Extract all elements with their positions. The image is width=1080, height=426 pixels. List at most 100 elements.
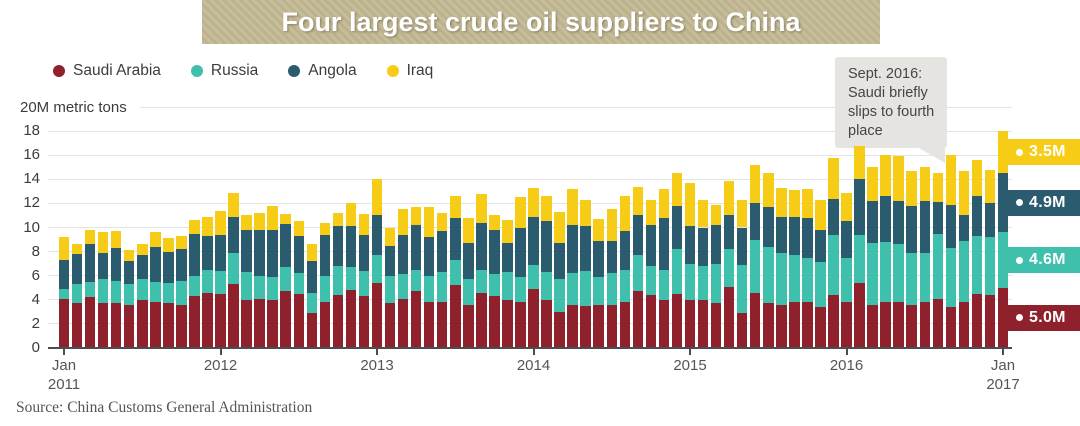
bar-segment-iraq[interactable]: [423, 207, 435, 238]
bar-segment-angola[interactable]: [110, 247, 122, 281]
bar-segment-russia[interactable]: [541, 272, 552, 300]
bar-segment-angola[interactable]: [684, 226, 696, 264]
bar-segment-iraq[interactable]: [241, 215, 252, 230]
bar-segment-angola[interactable]: [723, 215, 735, 250]
bar-segment-saudi-arabia[interactable]: [137, 299, 148, 348]
bar-segment-russia[interactable]: [593, 276, 604, 305]
bar-segment-russia[interactable]: [684, 263, 696, 300]
bar-segment-russia[interactable]: [736, 264, 748, 314]
bar-segment-saudi-arabia[interactable]: [919, 302, 930, 348]
bar-segment-iraq[interactable]: [202, 216, 213, 236]
bar-segment-iraq[interactable]: [306, 244, 318, 262]
bar-segment-angola[interactable]: [202, 235, 213, 270]
bar-segment-iraq[interactable]: [958, 170, 970, 216]
bar-segment-angola[interactable]: [893, 200, 904, 245]
bar-segment-angola[interactable]: [776, 216, 787, 253]
bar-segment-russia[interactable]: [476, 269, 487, 293]
bar-segment-saudi-arabia[interactable]: [293, 293, 304, 348]
bar-segment-saudi-arabia[interactable]: [345, 290, 357, 348]
bar-segment-iraq[interactable]: [97, 232, 109, 253]
bar-segment-russia[interactable]: [919, 252, 930, 303]
bar-segment-russia[interactable]: [606, 273, 617, 305]
bar-segment-iraq[interactable]: [932, 173, 944, 203]
bar-segment-angola[interactable]: [841, 221, 852, 258]
legend-item-angola[interactable]: Angola: [288, 62, 357, 80]
bar-segment-saudi-arabia[interactable]: [150, 302, 161, 348]
bar-segment-russia[interactable]: [332, 266, 344, 295]
bar-segment-iraq[interactable]: [776, 187, 787, 217]
bar-segment-iraq[interactable]: [189, 220, 200, 234]
bar-segment-angola[interactable]: [997, 173, 1009, 233]
bar-segment-saudi-arabia[interactable]: [280, 291, 291, 348]
bar-segment-saudi-arabia[interactable]: [723, 286, 735, 348]
bar-segment-saudi-arabia[interactable]: [254, 298, 265, 348]
bar-segment-saudi-arabia[interactable]: [306, 313, 318, 348]
bar-segment-iraq[interactable]: [658, 188, 670, 218]
bar-segment-saudi-arabia[interactable]: [997, 287, 1009, 348]
bar-segment-angola[interactable]: [580, 226, 591, 271]
bar-segment-saudi-arabia[interactable]: [71, 303, 83, 348]
bar-segment-iraq[interactable]: [723, 180, 735, 216]
bar-segment-angola[interactable]: [450, 217, 461, 261]
bar-segment-saudi-arabia[interactable]: [176, 304, 187, 348]
bar-segment-russia[interactable]: [71, 284, 83, 304]
bar-segment-angola[interactable]: [176, 249, 187, 281]
bar-segment-angola[interactable]: [606, 240, 617, 274]
bar-segment-angola[interactable]: [71, 254, 83, 285]
bar-segment-saudi-arabia[interactable]: [828, 294, 839, 348]
bar-segment-russia[interactable]: [123, 284, 135, 305]
bar-segment-iraq[interactable]: [397, 209, 409, 235]
bar-segment-angola[interactable]: [854, 179, 865, 235]
bar-segment-angola[interactable]: [410, 225, 422, 270]
bar-segment-saudi-arabia[interactable]: [410, 291, 422, 348]
bar-segment-russia[interactable]: [906, 252, 917, 305]
bar-segment-iraq[interactable]: [371, 179, 383, 216]
bar-segment-angola[interactable]: [163, 251, 174, 283]
bar-segment-russia[interactable]: [176, 280, 187, 305]
bar-segment-angola[interactable]: [567, 225, 578, 274]
bar-segment-angola[interactable]: [423, 237, 435, 276]
bar-segment-saudi-arabia[interactable]: [749, 292, 761, 348]
bar-segment-saudi-arabia[interactable]: [463, 304, 474, 348]
bar-segment-russia[interactable]: [515, 276, 526, 303]
bar-segment-iraq[interactable]: [150, 232, 161, 247]
bar-segment-saudi-arabia[interactable]: [163, 303, 174, 348]
bar-segment-russia[interactable]: [489, 274, 500, 297]
bar-segment-iraq[interactable]: [906, 170, 917, 206]
bar-segment-angola[interactable]: [932, 202, 944, 234]
bar-segment-saudi-arabia[interactable]: [736, 313, 748, 348]
bar-segment-saudi-arabia[interactable]: [358, 296, 370, 348]
bar-segment-russia[interactable]: [776, 252, 787, 305]
bar-segment-saudi-arabia[interactable]: [84, 297, 96, 348]
bar-segment-saudi-arabia[interactable]: [436, 302, 448, 348]
bar-segment-saudi-arabia[interactable]: [267, 299, 278, 348]
bar-segment-angola[interactable]: [749, 203, 761, 240]
bar-segment-russia[interactable]: [58, 288, 70, 299]
bar-segment-iraq[interactable]: [606, 209, 617, 241]
bar-segment-russia[interactable]: [293, 273, 304, 294]
bar-segment-iraq[interactable]: [58, 237, 70, 261]
bar-segment-angola[interactable]: [671, 205, 683, 250]
bar-segment-saudi-arabia[interactable]: [515, 302, 526, 348]
bar-segment-russia[interactable]: [958, 240, 970, 303]
bar-segment-angola[interactable]: [906, 205, 917, 253]
bar-segment-saudi-arabia[interactable]: [645, 294, 657, 348]
bar-segment-saudi-arabia[interactable]: [671, 293, 683, 348]
bar-segment-russia[interactable]: [84, 281, 96, 298]
bar-segment-iraq[interactable]: [267, 205, 278, 230]
bar-segment-saudi-arabia[interactable]: [854, 282, 865, 348]
bar-segment-russia[interactable]: [202, 269, 213, 293]
bar-segment-iraq[interactable]: [176, 235, 187, 250]
bar-segment-russia[interactable]: [697, 266, 709, 300]
bar-segment-saudi-arabia[interactable]: [867, 304, 878, 348]
bar-segment-saudi-arabia[interactable]: [776, 304, 787, 348]
bar-segment-iraq[interactable]: [632, 186, 644, 216]
bar-segment-iraq[interactable]: [828, 157, 839, 199]
bar-segment-angola[interactable]: [84, 244, 96, 282]
bar-segment-angola[interactable]: [397, 234, 409, 275]
bar-segment-saudi-arabia[interactable]: [384, 303, 396, 348]
bar-segment-iraq[interactable]: [984, 169, 996, 204]
bar-segment-saudi-arabia[interactable]: [789, 302, 800, 348]
bar-segment-angola[interactable]: [241, 229, 252, 273]
bar-segment-russia[interactable]: [306, 292, 318, 314]
